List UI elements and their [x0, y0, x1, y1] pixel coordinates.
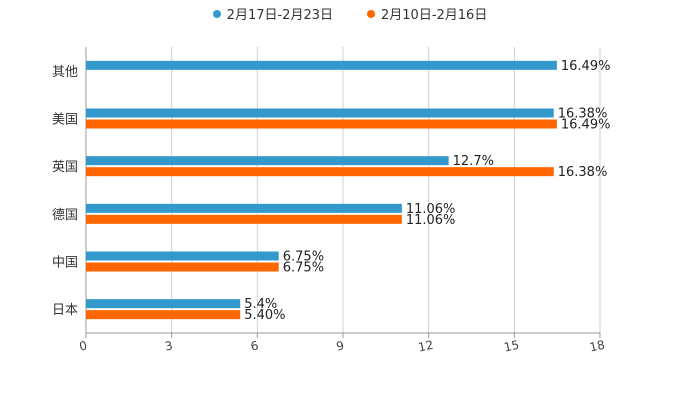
bar-series-1 [86, 60, 557, 70]
y-category-label: 其他 [52, 65, 78, 80]
y-category-label: 英国 [52, 160, 78, 175]
y-category-label: 中国 [52, 256, 78, 271]
y-category-label: 美国 [52, 113, 78, 128]
legend: 2月17日-2月23日 2月10日-2月16日 [0, 4, 700, 23]
legend-dot-series-2 [367, 9, 375, 18]
bar-series-1 [86, 203, 402, 213]
data-label-series-2: 16.49% [561, 118, 611, 133]
data-label-series-1: 16.49% [561, 59, 611, 74]
x-tick-label: 12 [417, 338, 435, 355]
x-tick-label: 15 [503, 338, 521, 355]
data-label-series-1: 16.38% [558, 107, 608, 122]
bar-series-1 [86, 108, 554, 118]
bar-series-2 [86, 262, 279, 272]
bar-series-2 [86, 310, 241, 320]
data-label-series-2: 6.75% [283, 261, 324, 276]
x-tick-label: 9 [335, 338, 345, 353]
data-label-series-1: 11.06% [406, 202, 456, 217]
data-label-series-1: 5.4% [244, 297, 277, 312]
x-tick-label: 6 [249, 338, 259, 353]
bar-series-2 [86, 167, 554, 177]
x-tick-label: 18 [588, 338, 606, 355]
legend-label-series-2: 2月10日-2月16日 [381, 8, 488, 23]
data-label-series-1: 12.7% [453, 154, 494, 169]
data-label-series-2: 11.06% [406, 213, 456, 228]
x-tick-label: 0 [78, 338, 88, 353]
legend-item-series-1[interactable]: 2月17日-2月23日 [212, 4, 333, 23]
legend-dot-series-1 [212, 9, 221, 18]
data-label-series-2: 5.40% [244, 308, 285, 323]
data-label-series-1: 6.75% [283, 250, 324, 265]
data-label-series-2: 16.38% [558, 165, 608, 180]
legend-item-series-2[interactable]: 2月10日-2月16日 [367, 4, 487, 23]
bar-series-1 [86, 251, 279, 261]
y-category-label: 德国 [52, 208, 78, 223]
y-category-label: 日本 [52, 303, 78, 318]
legend-label-series-1: 2月17日-2月23日 [226, 8, 333, 23]
bar-series-1 [86, 156, 449, 166]
bar-series-1 [86, 299, 241, 309]
x-tick-label: 3 [164, 338, 174, 353]
bar-series-2 [86, 119, 557, 129]
bar-series-2 [86, 214, 402, 224]
